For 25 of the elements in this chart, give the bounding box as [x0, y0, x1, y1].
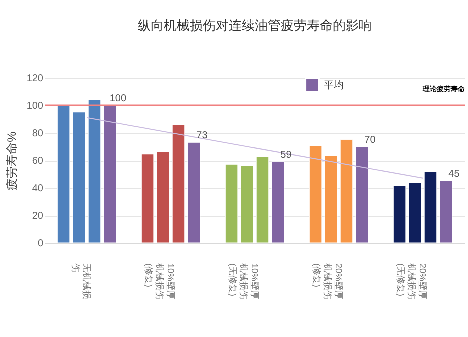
y-tick-label: 20 [32, 211, 44, 222]
bar [104, 105, 117, 244]
data-label: 70 [364, 134, 376, 146]
x-tick-label: 无机械损伤 [71, 264, 92, 300]
y-tick-label: 100 [26, 101, 44, 112]
x-tick-label: 20%壁厚机械损伤(修复) [312, 264, 344, 300]
y-tick-label: 120 [26, 74, 44, 84]
y-tick-label: 60 [32, 156, 44, 167]
data-label: 73 [196, 130, 208, 142]
chart-title: 纵向机械损伤对连续油管疲劳寿命的影响 [138, 18, 372, 33]
bar [188, 142, 201, 244]
y-tick-label: 0 [38, 238, 44, 250]
data-label: 59 [280, 150, 292, 161]
y-tick-label: 40 [32, 184, 44, 194]
data-label: 100 [110, 94, 127, 104]
y-axis-title: 疲劳寿命% [4, 131, 19, 190]
bar [356, 146, 369, 244]
bar [440, 180, 453, 244]
bar [272, 162, 285, 244]
x-tick-label: 20%壁厚机械损伤(无修复) [396, 264, 428, 300]
y-tick-label: 80 [32, 128, 44, 140]
x-tick-label: 10%壁厚机械损伤(修复) [144, 264, 176, 300]
legend-label: 平均 [324, 80, 344, 92]
x-tick-label: 10%壁厚机械损伤(无修复) [228, 264, 260, 300]
data-label: 45 [448, 169, 460, 180]
